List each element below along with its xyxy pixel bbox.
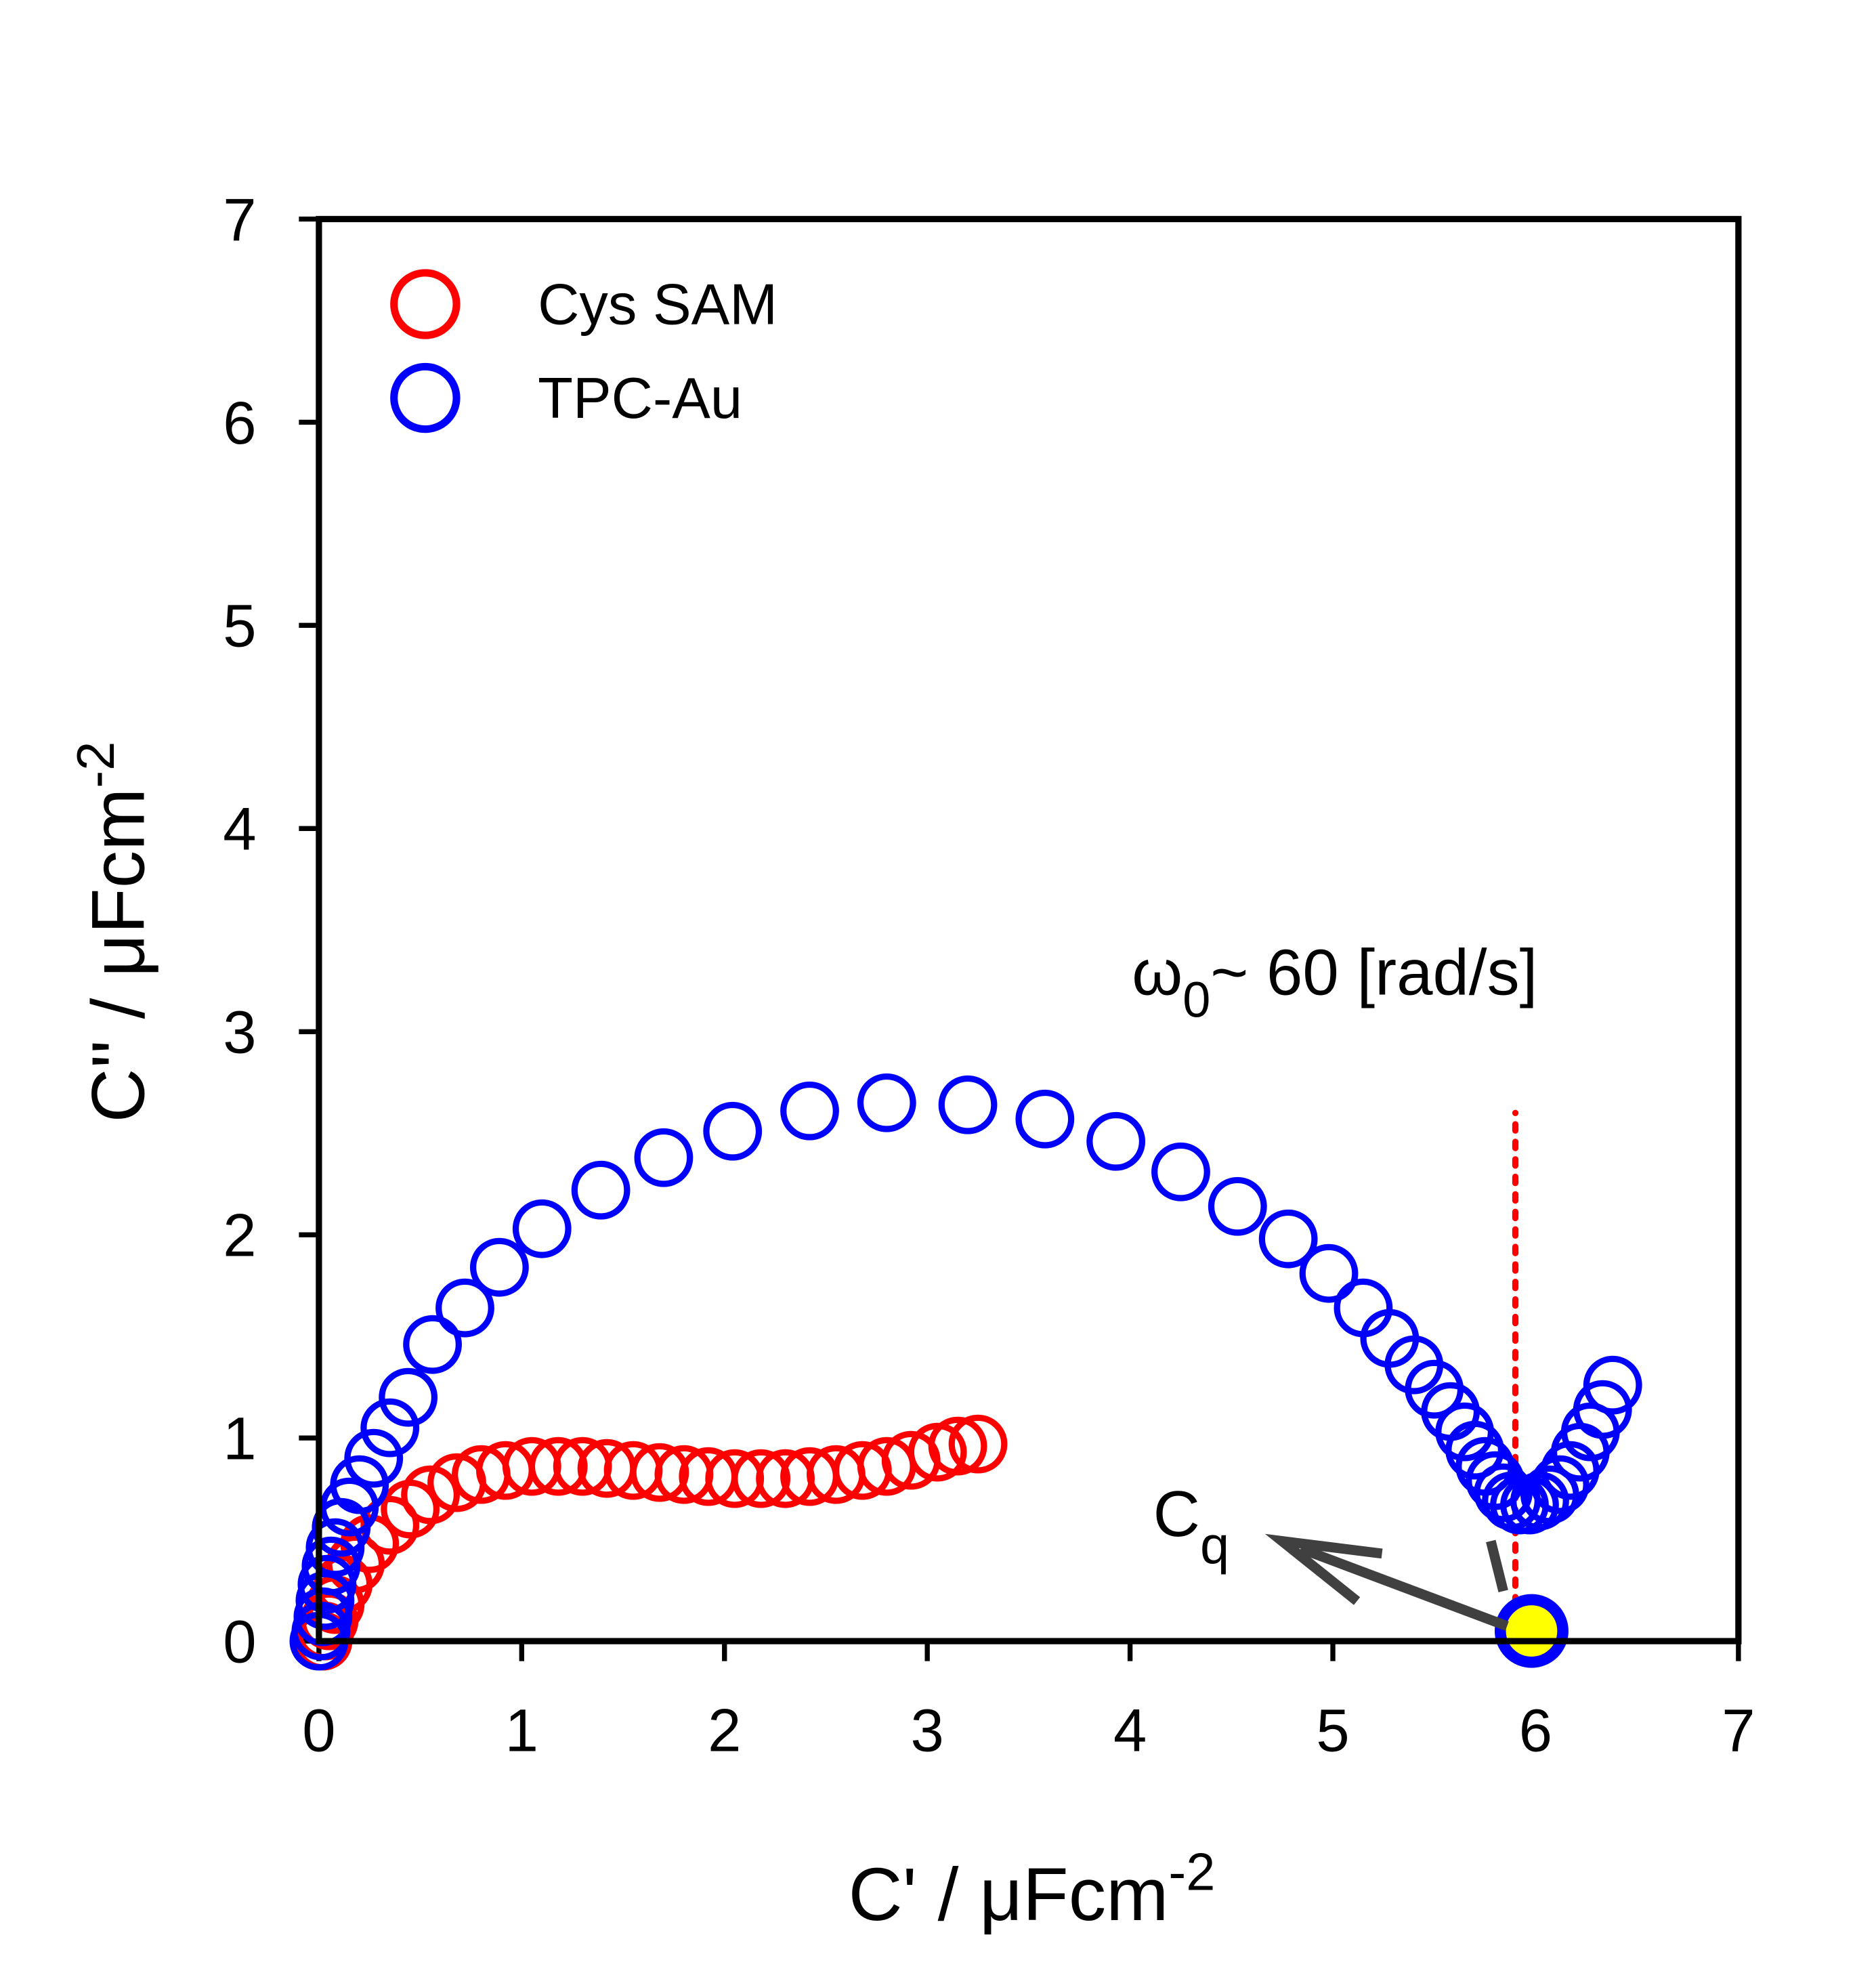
x-tick-label: 5 [1316,1697,1349,1764]
x-tick-label: 1 [505,1697,538,1764]
point [1583,1355,1642,1415]
y-tick-label: 5 [223,593,256,660]
y-tick-label: 3 [223,999,256,1066]
point [1299,1243,1359,1303]
omega-symbol: ω [1132,936,1182,1008]
point [1015,1089,1075,1149]
x-axis-label: C' / μFcm-2 [849,1844,1216,1936]
x-tick-label: 0 [302,1697,335,1764]
point [344,1428,404,1488]
point [634,1128,694,1187]
legend-label: TPC-Au [538,366,742,430]
point [1086,1111,1146,1171]
point [512,1199,572,1258]
point [401,1465,460,1525]
point [571,1160,631,1220]
highlight-point [1494,1594,1569,1668]
point [948,1414,1008,1474]
point [360,1398,420,1457]
omega-subscript: 0 [1182,972,1210,1028]
point [928,1416,987,1476]
y-tick-label: 4 [223,796,256,863]
x-tick-label: 2 [708,1697,741,1764]
x-axis-label-main: C' / μFcm [849,1853,1169,1936]
point [703,1101,763,1161]
x-tick-label: 7 [1722,1697,1755,1764]
arrow-shaft [1298,1544,1509,1631]
cq-main: C [1153,1478,1200,1550]
point [435,1278,494,1338]
point [1474,1463,1533,1523]
y-tick-label: 0 [223,1609,256,1676]
x-tick-label: 3 [911,1697,944,1764]
point [731,1449,791,1508]
arrow [1264,1533,1509,1631]
point [630,1443,689,1502]
y-axis-label-sup: -2 [67,742,125,788]
y-tick-label: 1 [223,1405,256,1472]
point [469,1237,529,1297]
x-tick-label: 6 [1519,1697,1552,1764]
y-axis-label-main: C'' / μFcm [77,788,160,1123]
point [1258,1209,1318,1269]
y-tick-label: 7 [223,186,256,253]
point [1151,1142,1210,1201]
series [289,1073,1642,1671]
y-tick-label: 6 [223,389,256,456]
point [379,1367,438,1427]
point [938,1075,998,1134]
point [780,1081,839,1141]
plot-frame [316,215,1742,1644]
omega-annotation: ω0~ 60 [rad/s] [1132,936,1537,1027]
legend-label: Cys SAM [538,272,777,337]
legend-marker [390,362,461,433]
x-tick-label: 4 [1113,1697,1147,1764]
arrow-head [1264,1533,1383,1605]
arrow-tick [1486,1539,1508,1593]
point [1208,1176,1267,1236]
x-axis-label-sup: -2 [1168,1844,1215,1902]
point [857,1073,916,1132]
omega-text: ~ 60 [rad/s] [1210,936,1537,1008]
cq-annotation: Cq [1153,1478,1229,1575]
legend-marker [390,269,461,339]
point [1530,1455,1590,1514]
point [1510,1471,1569,1531]
y-tick-label: 2 [223,1202,256,1269]
cq-subscript: q [1200,1517,1229,1575]
point [403,1315,462,1374]
y-axis-label: C'' / μFcm-2 [67,742,160,1123]
point [528,1437,588,1496]
point [1445,1420,1505,1480]
